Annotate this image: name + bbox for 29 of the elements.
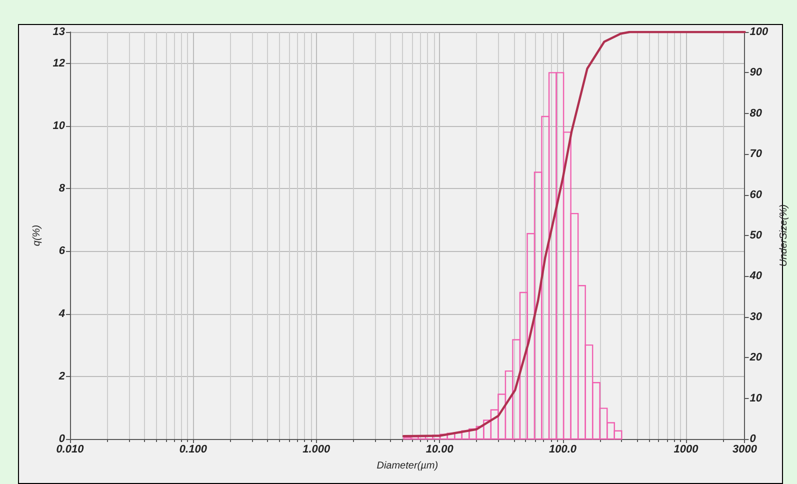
y-tick-label: 0 [58,433,66,445]
y-tick-label: 6 [58,245,66,258]
x-tick-label: 0.100 [179,444,208,456]
y-tick-label: 8 [58,182,66,195]
y2-tick-label: 20 [748,352,763,364]
y-tick-label: 13 [52,26,65,38]
x-tick-label: 10.00 [426,444,454,456]
x-tick-label: 1.000 [302,444,332,456]
y2-tick-label: 70 [750,148,763,160]
y2-tick-label: 100 [750,26,769,38]
y2-tick-label: 30 [750,310,763,323]
y-tick-label: 4 [58,308,65,320]
y-tick-label: 12 [52,57,65,70]
x-axis-title: Diameter(µm) [376,460,438,472]
x-tick-label: 3000 [732,444,758,456]
y2-tick-label: 80 [750,107,763,120]
y2-tick-label: 10 [750,392,763,404]
y2-axis-title: UnderSize(%) [778,204,790,267]
y-tick-label: 10 [52,120,66,132]
y2-tick-label: 60 [750,188,763,201]
y2-tick-label: 40 [748,270,763,282]
x-tick-label: 0.010 [56,444,85,456]
x-tick-label: 1000 [674,444,700,456]
y2-tick-label: 0 [750,433,757,445]
y-tick-label: 2 [58,370,65,382]
y2-tick-label: 90 [750,66,763,79]
x-tick-label: 100.0 [549,444,578,456]
y2-tick-label: 50 [750,230,763,242]
y-axis-title: q(%) [31,224,42,246]
